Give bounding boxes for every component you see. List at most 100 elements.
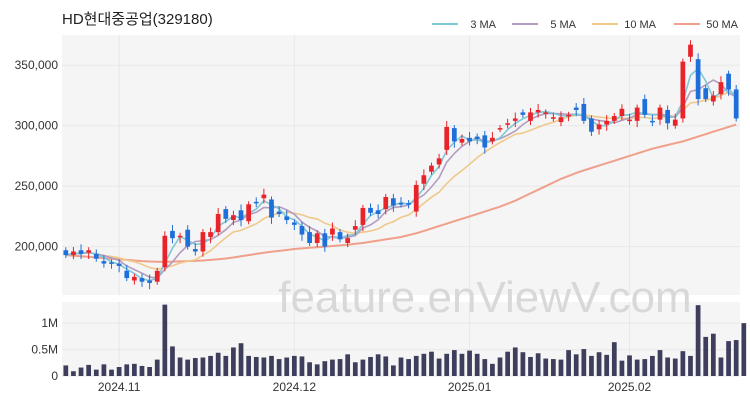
volume-bar xyxy=(139,365,145,376)
candle-down xyxy=(170,230,175,239)
ma10-line xyxy=(65,91,737,271)
candle-up xyxy=(459,139,465,143)
candle-down xyxy=(406,203,411,205)
candle-up xyxy=(680,61,686,119)
volume-bar xyxy=(170,346,175,376)
y-axis: 200,000 250,000 300,000 350,000 0 0.5M 1M xyxy=(15,58,59,383)
candle-down xyxy=(322,233,328,247)
volume-bar xyxy=(398,357,404,376)
volume-bar xyxy=(680,351,686,376)
candle-up xyxy=(512,118,518,121)
candle-up xyxy=(619,108,625,117)
volume-bar xyxy=(124,364,130,376)
volume-tick-label: 0 xyxy=(51,369,58,383)
volume-bar xyxy=(482,359,488,376)
volume-bar xyxy=(497,357,503,376)
candle-down xyxy=(467,137,472,142)
volume-bar xyxy=(436,358,442,376)
candle-up xyxy=(710,95,716,102)
volume-bar xyxy=(154,359,160,376)
candle-up xyxy=(535,109,541,113)
date-tick-label: 2024.11 xyxy=(98,380,141,394)
candle-up xyxy=(231,215,236,221)
volume-bar xyxy=(352,362,358,376)
volume-bar xyxy=(543,358,549,376)
candle-up xyxy=(688,44,693,57)
price-tick-label: 350,000 xyxy=(15,58,59,72)
date-tick-label: 2024.12 xyxy=(273,380,317,394)
volume-bar xyxy=(512,347,518,376)
candle-down xyxy=(291,222,297,225)
volume-bar xyxy=(604,354,610,376)
candle-up xyxy=(345,238,351,243)
candle-up xyxy=(528,112,533,121)
volume-bar xyxy=(688,355,693,376)
volume-bar xyxy=(695,305,701,376)
candle-down xyxy=(269,199,274,218)
candle-down xyxy=(185,229,191,247)
candle-down xyxy=(695,59,701,100)
volume-tick-label: 0.5M xyxy=(31,343,58,357)
candle-up xyxy=(497,128,503,130)
candle-up xyxy=(429,165,434,172)
candle-up xyxy=(543,112,549,114)
legend-label: 50 MA xyxy=(706,19,738,31)
candle-down xyxy=(451,128,457,142)
candle-down xyxy=(284,216,290,221)
volume-bar xyxy=(200,357,206,376)
candle-up xyxy=(261,194,267,199)
candle-up xyxy=(71,251,76,256)
candle-down xyxy=(109,262,114,264)
candle-down xyxy=(482,135,488,148)
volume-bar xyxy=(330,359,335,376)
volume-bar xyxy=(703,336,709,376)
legend-label: 5 MA xyxy=(550,19,576,31)
candle-down xyxy=(573,107,579,110)
volume-bar xyxy=(291,355,297,376)
candle-down xyxy=(375,210,381,214)
volume-bar xyxy=(71,371,76,376)
candle-down xyxy=(665,109,670,124)
candle-up xyxy=(505,123,511,125)
candle-down xyxy=(391,198,396,206)
volume-bar xyxy=(307,362,312,376)
volume-bar xyxy=(360,359,366,376)
volume-bar xyxy=(665,357,670,376)
volume-bar xyxy=(459,353,465,376)
volume-bar xyxy=(573,354,579,376)
volume-bar xyxy=(261,357,267,376)
volume-bar xyxy=(269,355,274,376)
candle-up xyxy=(330,228,335,235)
candle-down xyxy=(124,270,130,279)
volume-bar xyxy=(467,350,472,376)
volume-bar xyxy=(391,365,396,376)
candle-up xyxy=(86,250,92,253)
candle-down xyxy=(276,211,282,214)
candle-down xyxy=(78,250,84,254)
candle-down xyxy=(703,88,709,100)
volume-bar xyxy=(314,364,320,376)
legend: 3 MA 5 MA 10 MA 50 MA xyxy=(432,19,739,31)
candle-up xyxy=(444,126,450,150)
volume-bar xyxy=(322,361,328,376)
price-tick-label: 250,000 xyxy=(15,179,59,193)
candle-down xyxy=(642,99,648,115)
candle-down xyxy=(520,112,526,115)
volume-bars xyxy=(63,304,747,376)
candle-down xyxy=(101,261,107,264)
volume-bar xyxy=(231,347,236,376)
volume-bar xyxy=(147,367,152,376)
candle-up xyxy=(604,120,610,125)
candle-up xyxy=(162,235,168,268)
volume-bar xyxy=(657,350,663,376)
candle-down xyxy=(223,209,229,219)
volume-bar xyxy=(413,355,419,376)
candle-up xyxy=(352,226,358,230)
volume-bar xyxy=(444,353,450,376)
volume-bar xyxy=(208,355,213,376)
volume-bar xyxy=(185,359,191,376)
candle-down xyxy=(139,278,145,282)
volume-bar xyxy=(192,358,198,376)
candle-up xyxy=(436,158,442,165)
watermark: feature.enViewV.com xyxy=(278,273,691,322)
